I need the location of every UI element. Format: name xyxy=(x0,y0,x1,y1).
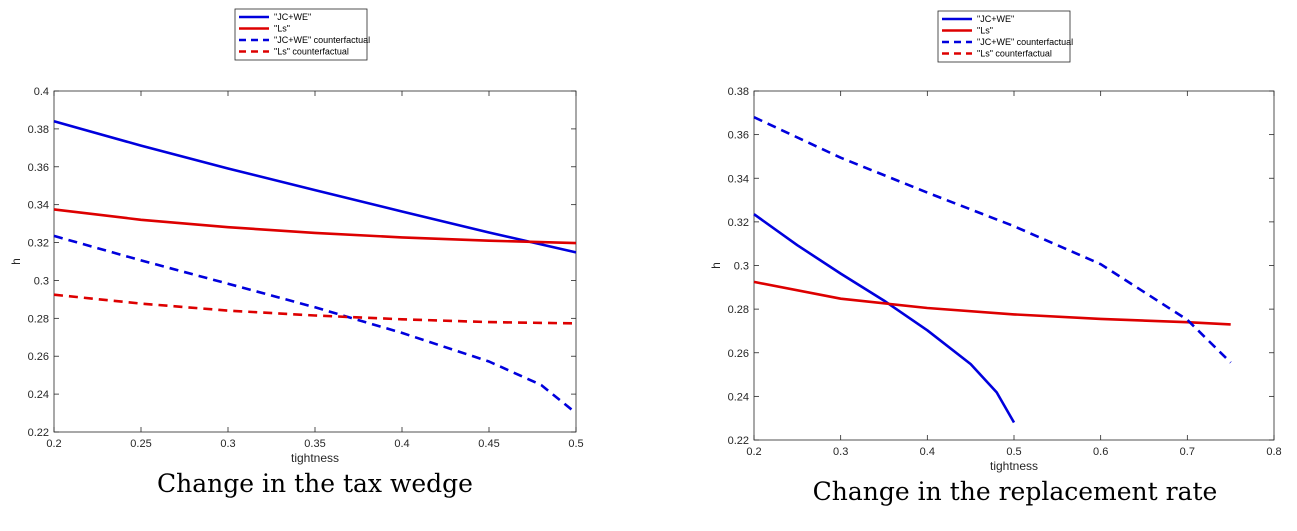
x-axis-label: tightness xyxy=(291,451,339,465)
series-line-2 xyxy=(753,280,1231,326)
y-axis-label: h xyxy=(709,262,723,269)
x-tick-label: 0.4 xyxy=(920,446,935,458)
chart-2: 0.2 0.3 0.4 0.5 0.6 0.7 0.8 0.22 0.24 0.26 0.28 0.3… xyxy=(709,10,1282,506)
x-tick-label: 0.3 xyxy=(220,438,235,450)
y-tick-label: 0.28 xyxy=(728,304,749,316)
plot-area xyxy=(753,90,1275,441)
x-tick-label: 0.25 xyxy=(130,438,151,450)
y-tick-label: 0.34 xyxy=(728,173,749,185)
x-tick-label: 0.5 xyxy=(1006,446,1021,458)
legend-entry-label: "JC+WE" xyxy=(274,12,311,22)
legend-entry-label: "JC+WE" xyxy=(977,14,1014,24)
legend-entry-label: "Ls" counterfactual xyxy=(274,47,349,57)
series-line-3 xyxy=(53,234,577,415)
x-tick-label: 0.45 xyxy=(478,438,499,450)
series-line-3 xyxy=(753,116,1232,364)
x-tick-label: 0.35 xyxy=(304,438,325,450)
x-tick-label: 0.5 xyxy=(568,438,583,450)
legend-entry-label: "Ls" xyxy=(274,24,290,34)
legend-entry-label: "Ls" counterfactual xyxy=(977,49,1052,59)
y-tick-label: 0.22 xyxy=(28,427,49,439)
y-tick-label: 0.22 xyxy=(728,435,749,447)
chart-1: 0.2 0.25 0.3 0.35 0.4 0.45 0.5 0.22 0.24 0.26 0.28… xyxy=(9,8,584,498)
y-tick-label: 0.3 xyxy=(34,275,49,287)
y-tick-label: 0.32 xyxy=(728,217,749,229)
y-tick-label: 0.38 xyxy=(728,86,749,98)
y-axis-label: h xyxy=(9,258,23,265)
x-tick-label: 0.4 xyxy=(394,438,409,450)
x-tick-label: 0.6 xyxy=(1093,446,1108,458)
legend: "JC+WE" "Ls""JC+WE" counterfactual "Ls" co… xyxy=(937,10,1073,63)
y-tick-label: 0.38 xyxy=(28,124,49,136)
legend: "JC+WE" "Ls""JC+WE" counterfactual "Ls" co… xyxy=(234,8,370,61)
y-tick-label: 0.26 xyxy=(728,348,749,360)
legend-entry-label: "JC+WE" counterfactual xyxy=(274,35,370,45)
y-tick-label: 0.36 xyxy=(28,162,49,174)
y-tick-label: 0.24 xyxy=(728,391,749,403)
x-axis-label: tightness xyxy=(990,459,1038,473)
y-tick-label: 0.36 xyxy=(728,130,749,142)
y-tick-label: 0.4 xyxy=(34,86,49,98)
x-tick-label: 0.2 xyxy=(46,438,61,450)
legend-entry-label: "Ls" xyxy=(977,26,993,36)
figure-caption: Change in the replacement rate xyxy=(813,477,1218,506)
y-tick-label: 0.24 xyxy=(28,389,49,401)
x-tick-label: 0.8 xyxy=(1266,446,1281,458)
x-tick-label: 0.2 xyxy=(746,446,761,458)
legend-entry-label: "JC+WE" counterfactual xyxy=(977,37,1073,47)
series-line-2 xyxy=(53,208,577,245)
series-line-1 xyxy=(53,120,577,254)
x-tick-label: 0.3 xyxy=(833,446,848,458)
y-tick-label: 0.3 xyxy=(734,261,749,273)
y-tick-label: 0.32 xyxy=(28,238,49,250)
y-tick-label: 0.34 xyxy=(28,200,49,212)
y-tick-label: 0.26 xyxy=(28,351,49,363)
y-tick-label: 0.28 xyxy=(28,313,49,325)
series-line-4 xyxy=(53,293,577,325)
figure-caption: Change in the tax wedge xyxy=(157,469,473,498)
series-line-1 xyxy=(753,213,1016,424)
x-tick-label: 0.7 xyxy=(1180,446,1195,458)
